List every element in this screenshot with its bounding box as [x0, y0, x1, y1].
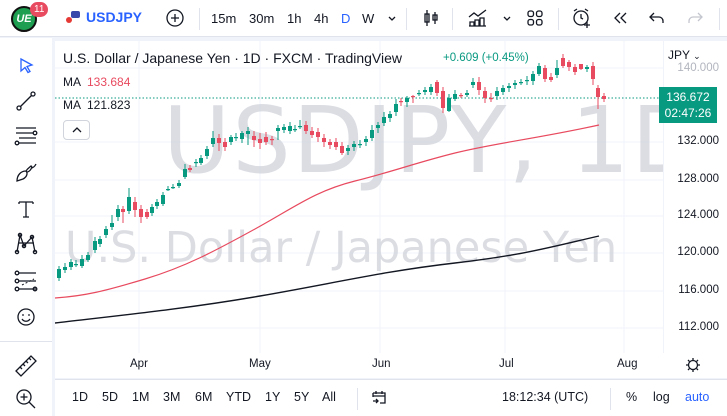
toolbar-divider [0, 341, 52, 342]
interval-d[interactable]: D [341, 10, 351, 26]
range-3m[interactable]: 3M [163, 390, 181, 404]
divider [199, 8, 200, 30]
interval-1h[interactable]: 1h [287, 10, 302, 26]
ma-fast-legend[interactable]: MA 133.684 [63, 75, 130, 89]
top-toolbar: UE 11 USDJPY 15m 30m 1h 4h D W [0, 0, 727, 37]
log-toggle[interactable]: log [653, 390, 670, 404]
drawing-toolbar [0, 38, 52, 416]
divider [610, 388, 611, 410]
replay-icon[interactable] [611, 8, 629, 28]
price-label: 112.000 [678, 321, 719, 333]
time-label: Apr [130, 358, 148, 370]
current-price: 136.672 [666, 90, 710, 104]
price-series [55, 54, 663, 324]
zoom-in-icon[interactable] [13, 386, 39, 412]
current-price-label: 136.672 02:47:26 [659, 87, 717, 123]
divider [719, 8, 720, 30]
divider [452, 8, 453, 30]
emoji-icon[interactable] [13, 304, 39, 330]
interval-dropdown-chevron-down-icon[interactable] [387, 8, 397, 28]
price-change: +0.609 (+0.45%) [443, 52, 529, 64]
ma-label: MA [63, 75, 81, 89]
trend-line-icon[interactable] [13, 88, 39, 114]
watermark-name: U.S. Dollar / Japanese Yen [65, 223, 618, 273]
undo-icon[interactable] [648, 8, 666, 28]
watermark-symbol: USDJPY, 1D [163, 87, 705, 194]
time-label: Aug [617, 358, 638, 370]
layout-grid-icon[interactable] [526, 8, 544, 28]
range-1m[interactable]: 1M [132, 390, 150, 404]
range-ytd[interactable]: YTD [226, 390, 251, 404]
chart-pane[interactable]: USDJPY, 1D U.S. Dollar / Japanese Yen U.… [55, 41, 727, 378]
price-label: 132.000 [677, 135, 719, 147]
collapse-legend-button[interactable] [63, 120, 90, 140]
currency-selector[interactable]: JPY ⌄ [668, 48, 701, 62]
price-label: 124.000 [677, 209, 719, 221]
time-label: Jun [372, 358, 391, 370]
time-scale[interactable]: Apr May Jun Jul Aug [55, 353, 663, 378]
divider [558, 8, 559, 30]
redo-icon[interactable] [686, 8, 704, 28]
price-label: 128.000 [677, 173, 719, 185]
ma-label: MA [63, 98, 81, 112]
range-1y[interactable]: 1Y [265, 390, 281, 404]
candlesticks [57, 54, 606, 281]
utc-clock[interactable]: 18:12:34 (UTC) [502, 390, 589, 404]
divider [357, 388, 358, 410]
range-all[interactable]: All [322, 390, 336, 404]
interval-4h[interactable]: 4h [314, 10, 329, 26]
time-label: May [249, 358, 271, 370]
plus-circle-icon[interactable] [165, 8, 185, 28]
ma-slow-legend[interactable]: MA 121.823 [63, 98, 130, 112]
interval-30m[interactable]: 30m [249, 10, 275, 26]
indicators-icon[interactable] [467, 8, 489, 28]
range-1d[interactable]: 1D [72, 390, 88, 404]
ma-slow-value: 121.823 [87, 98, 131, 112]
fib-lines-icon[interactable] [13, 122, 39, 148]
pattern-icon[interactable] [13, 231, 39, 257]
bottom-toolbar: 1D 5D 1M 3M 6M YTD 1Y 5Y All 18:12:34 (U… [55, 379, 727, 416]
brush-icon[interactable] [13, 160, 39, 186]
forecast-icon[interactable] [13, 268, 39, 294]
time-label: Jul [499, 358, 514, 370]
indicators-chevron-down-icon[interactable] [502, 8, 512, 28]
interval-w[interactable]: W [362, 10, 375, 26]
symbol-name: USDJPY [86, 9, 143, 25]
ma-slow-line [55, 235, 600, 324]
candles-icon[interactable] [421, 8, 441, 28]
auto-toggle[interactable]: auto [685, 390, 710, 404]
price-label: 116.000 [678, 284, 719, 296]
range-5y[interactable]: 5Y [294, 390, 310, 404]
ma-fast-value: 133.684 [87, 75, 131, 89]
range-5d[interactable]: 5D [102, 390, 118, 404]
bar-countdown: 02:47:26 [664, 106, 712, 120]
percent-toggle[interactable]: % [626, 390, 638, 404]
price-label: 120.000 [677, 246, 719, 258]
notification-badge: 11 [30, 2, 49, 17]
ruler-icon[interactable] [13, 353, 39, 379]
interval-15m[interactable]: 15m [211, 10, 237, 26]
divider [406, 8, 407, 30]
text-icon[interactable] [13, 196, 39, 222]
calendar-goto-icon[interactable] [371, 389, 387, 408]
currency-flag-icon [66, 10, 80, 24]
ma-fast-line [55, 124, 600, 299]
cursor-icon[interactable] [13, 53, 39, 79]
chart-settings-gear-icon[interactable] [685, 357, 701, 378]
chevron-up-icon [72, 127, 81, 133]
chevron-down-icon: ⌄ [693, 51, 701, 61]
chart-title: U.S. Dollar / Japanese Yen · 1D · FXCM ·… [63, 50, 403, 66]
range-6m[interactable]: 6M [195, 390, 213, 404]
price-label: 140.000 [677, 62, 719, 74]
alert-clock-icon[interactable] [571, 8, 593, 28]
symbol-search-button[interactable]: USDJPY [66, 9, 142, 25]
